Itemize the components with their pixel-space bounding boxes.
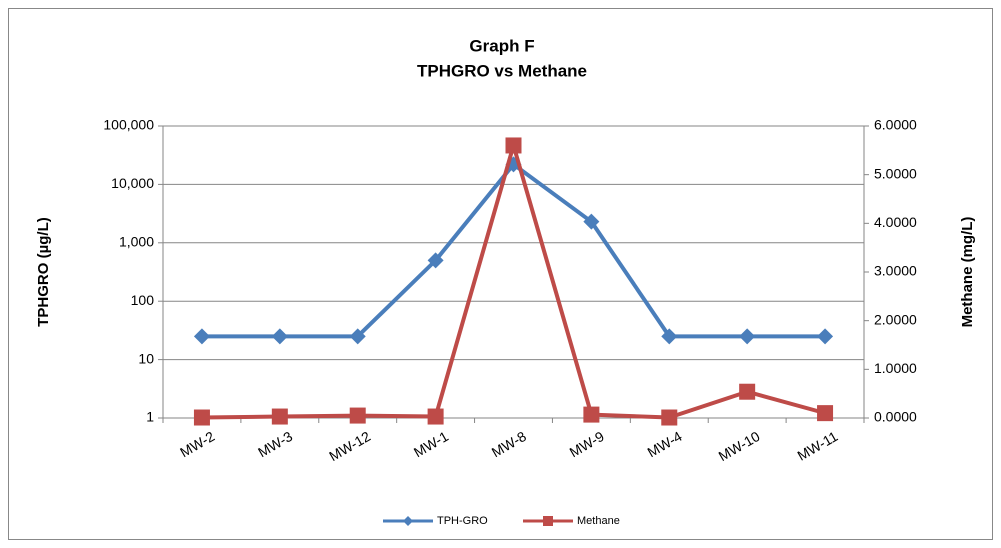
square-marker [817,405,834,422]
legend-label: Methane [577,515,620,527]
diamond-marker [271,328,288,345]
y2-tick-label: 1.0000 [874,360,917,376]
chart-title: Graph F [469,36,534,55]
diamond-marker [427,252,444,269]
chart-subtitle: TPHGRO vs Methane [417,61,587,80]
y2-axis-title: Methane (mg/L) [959,217,976,328]
legend-marker [403,516,413,526]
y2-tick-label: 5.0000 [874,165,917,181]
diamond-marker [193,328,210,345]
square-marker [583,406,600,423]
square-marker [193,409,210,426]
y-tick-label: 100 [131,292,155,308]
y-axis-title: TPHGRO (µg/L) [35,217,52,326]
y-tick-label: 100,000 [103,117,154,133]
y2-tick-label: 3.0000 [874,263,917,279]
square-marker [427,408,444,425]
diamond-marker [349,328,366,345]
y-tick-label: 1 [146,409,154,425]
square-marker [661,409,678,426]
diamond-marker [817,328,834,345]
diamond-marker [661,328,678,345]
square-marker [739,383,756,400]
legend-label: TPH-GRO [437,515,488,527]
y-tick-label: 1,000 [119,234,154,250]
legend-marker [543,516,553,526]
chart-border [8,8,993,540]
square-marker [271,408,288,425]
y2-tick-label: 0.0000 [874,409,917,425]
y2-tick-label: 4.0000 [874,214,917,230]
square-marker [349,407,366,424]
y-tick-label: 10,000 [111,175,154,191]
y-tick-label: 10 [138,350,154,366]
y2-tick-label: 2.0000 [874,311,917,327]
square-marker [505,137,522,154]
y2-tick-label: 6.0000 [874,117,917,133]
diamond-marker [583,213,600,230]
diamond-marker [739,328,756,345]
